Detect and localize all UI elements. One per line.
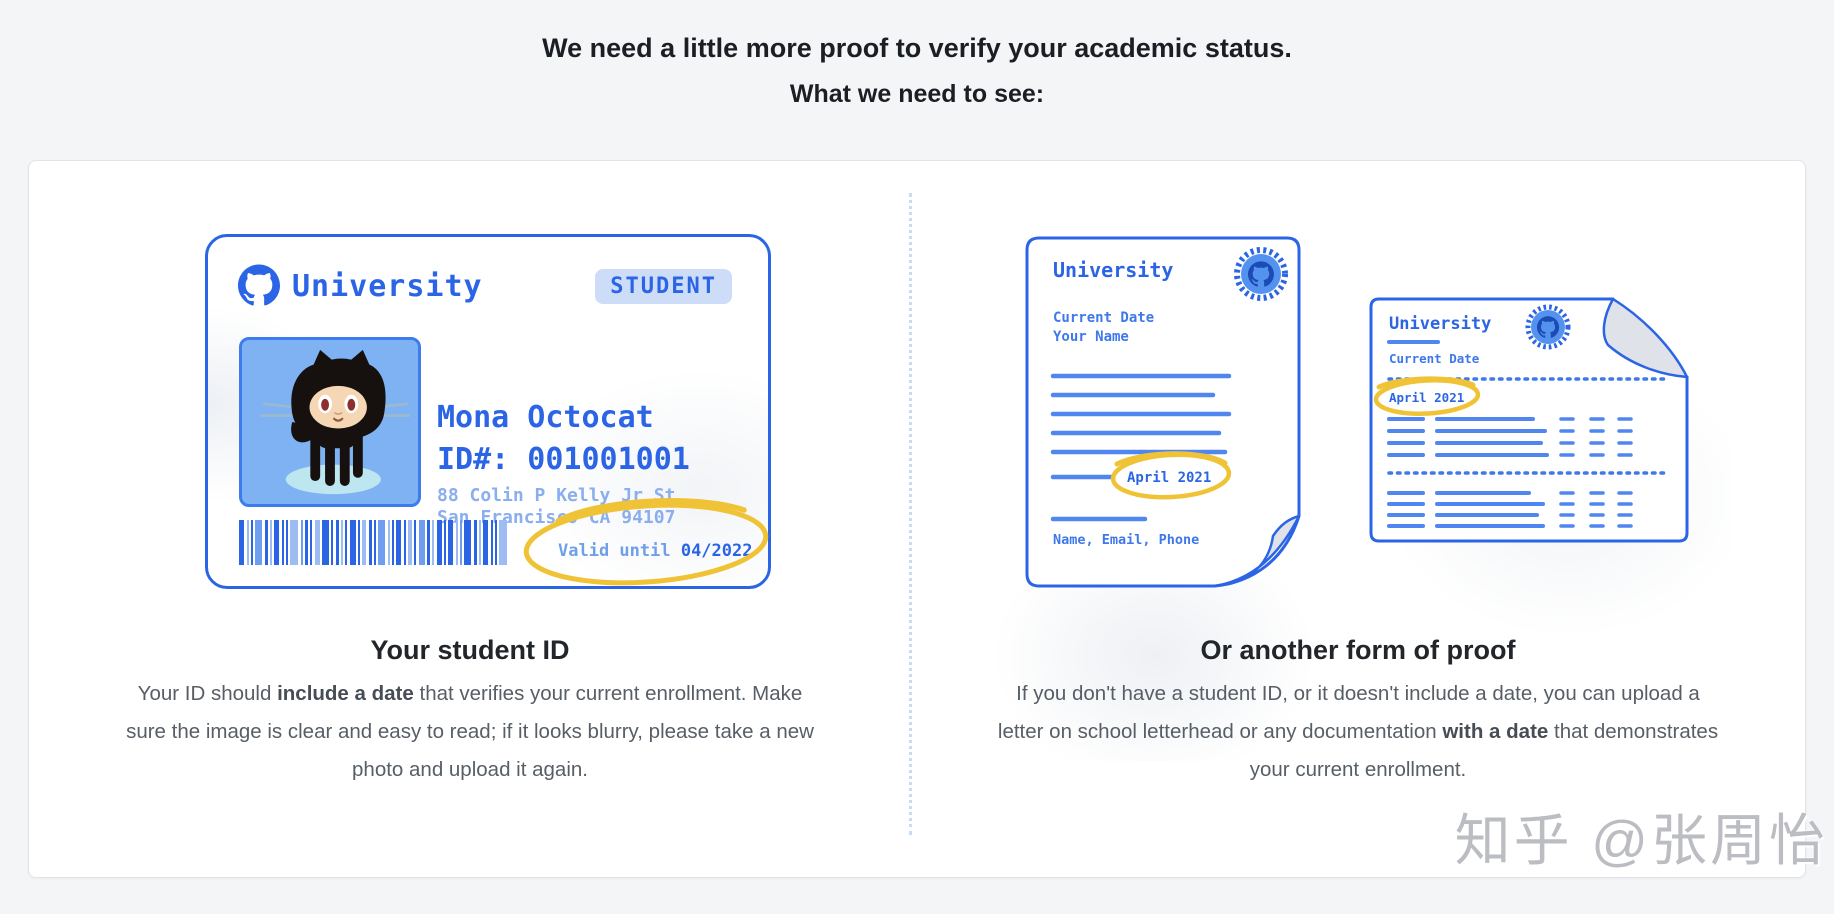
valid-until: Valid until 04/2022 — [558, 541, 752, 561]
right-body: If you don't have a student ID, or it do… — [993, 675, 1723, 789]
student-id-card-illustration: University STUDENT — [205, 234, 771, 589]
card-address-line1: 88 Colin P Kelly Jr St — [437, 485, 676, 506]
transcript-university-label: University — [1389, 314, 1491, 334]
watermark: 知乎 @张周怡 — [1454, 809, 1828, 872]
left-body: Your ID should include a date that verif… — [120, 675, 820, 789]
letter-circled-date: April 2021 — [1127, 470, 1211, 486]
right-body-suffix: that demonstrates your current enrollmen… — [1249, 720, 1719, 781]
left-body-prefix: Your ID should — [137, 682, 278, 705]
github-logo-icon — [238, 264, 280, 306]
letter-university-label: University — [1053, 258, 1173, 282]
letter-date-label: Current Date — [1053, 310, 1154, 326]
letter-text-lines — [1050, 373, 1232, 522]
transcript-seal-icon — [1525, 304, 1571, 350]
right-body-bold: with a date — [1442, 720, 1549, 743]
instructions-panel: University STUDENT — [28, 160, 1806, 878]
transcript-highlight-circle-icon — [1373, 376, 1481, 416]
left-heading: Your student ID — [370, 635, 570, 665]
letter-seal-icon — [1234, 247, 1288, 301]
vertical-divider — [909, 193, 912, 835]
page-subtitle: What we need to see: — [789, 80, 1045, 108]
transcript-illustration: University Current Date — [1369, 297, 1689, 543]
left-body-bold: include a date — [277, 682, 414, 705]
letter-contact-label: Name, Email, Phone — [1053, 532, 1199, 548]
valid-until-date: 04/2022 — [680, 541, 753, 561]
other-proof-section: University Current Date Your Name — [911, 161, 1805, 877]
left-body-suffix: that verifies your current enrollment. M… — [126, 682, 814, 781]
student-badge: STUDENT — [595, 269, 732, 304]
letter-illustration: University Current Date Your Name — [1025, 236, 1301, 588]
photo-frame — [239, 337, 421, 507]
card-university-label: University — [292, 269, 483, 304]
card-name: Mona Octocat — [437, 400, 654, 435]
right-heading: Or another form of proof — [1200, 635, 1516, 665]
student-id-section: University STUDENT — [29, 161, 911, 877]
right-body-prefix: If you don't have a student ID, or it do… — [997, 682, 1700, 743]
page-title: We need a little more proof to verify yo… — [542, 33, 1292, 63]
barcode — [239, 520, 507, 565]
transcript-table-lines — [1387, 417, 1549, 528]
mona-octocat-avatar — [259, 349, 411, 495]
transcript-circled-date: April 2021 — [1389, 390, 1464, 405]
transcript-table-dashes — [1559, 417, 1633, 528]
transcript-date-label: Current Date — [1389, 351, 1480, 366]
card-id-number: ID#: 001001001 — [437, 442, 690, 477]
valid-until-label: Valid until — [558, 541, 681, 561]
letter-name-label: Your Name — [1053, 329, 1129, 345]
letter-highlight-circle-icon — [1110, 451, 1232, 500]
